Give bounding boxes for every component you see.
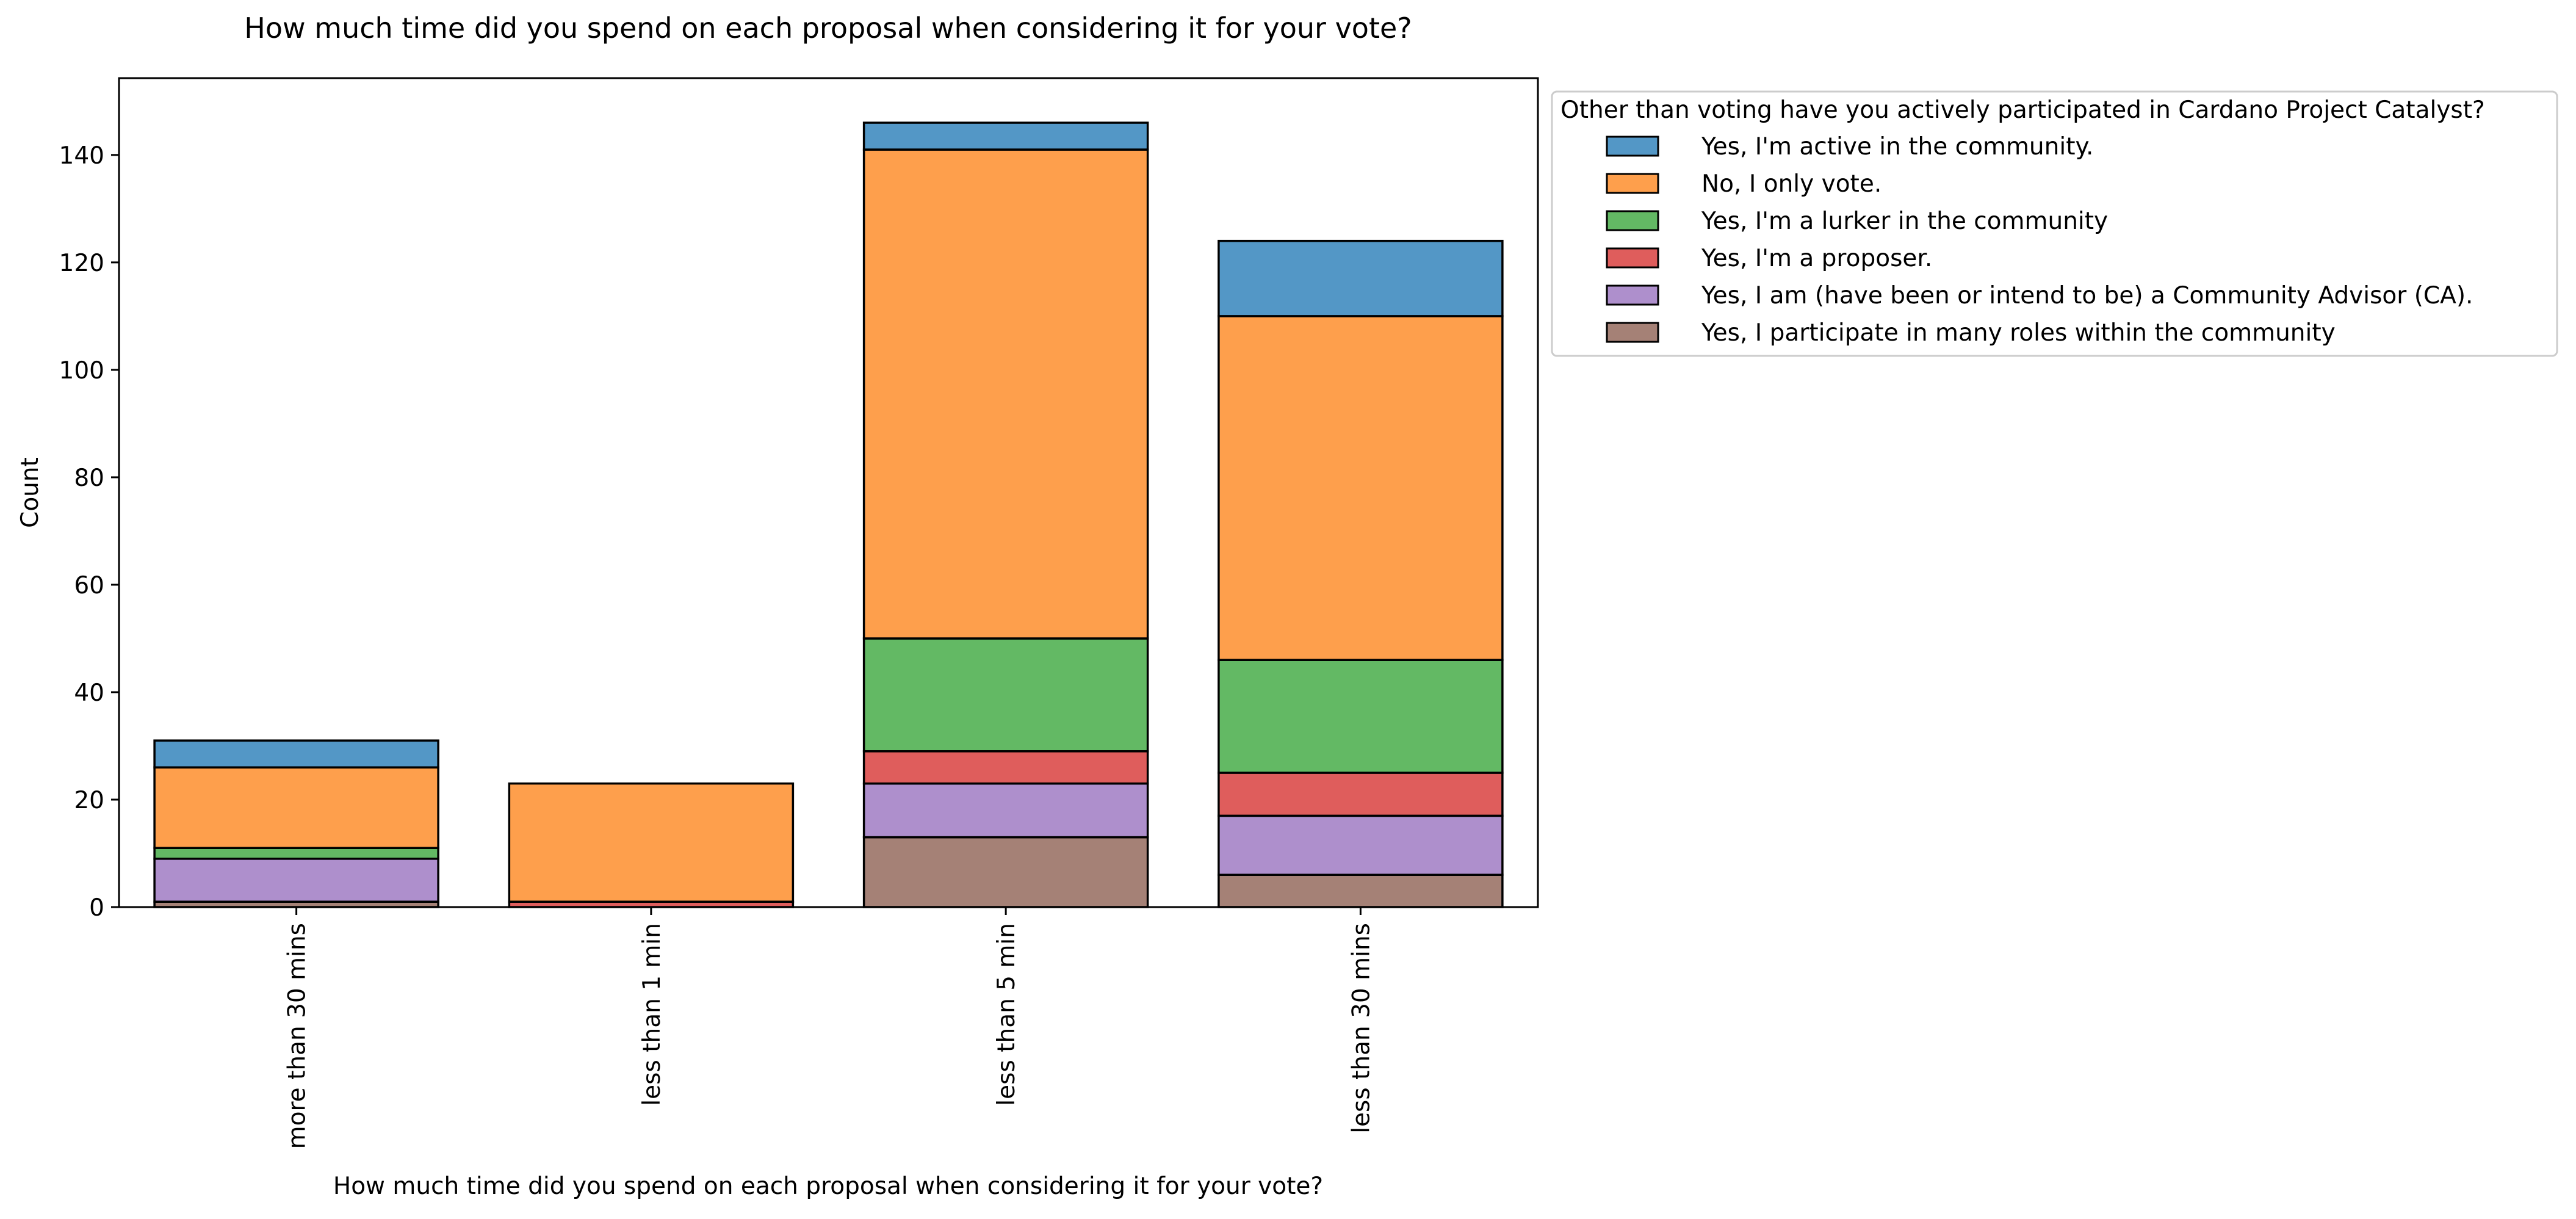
y-tick-label: 100 <box>59 357 104 385</box>
bar-less-than-1-min-no-i-only-vote <box>508 782 795 903</box>
y-tick-label: 0 <box>89 894 104 922</box>
legend-label: No, I only vote. <box>1701 170 1881 198</box>
y-tick-label: 60 <box>74 572 104 599</box>
bars-layer <box>153 121 1504 908</box>
legend-swatch-yes-i-m-active-in-the-community <box>1606 136 1659 157</box>
legend-swatch-yes-i-m-a-lurker-in-the-community <box>1606 210 1659 231</box>
legend-label: Yes, I'm a lurker in the community <box>1701 208 2108 235</box>
bar-less-than-5-min-yes-i-m-a-proposer <box>862 750 1149 785</box>
y-tick-label: 140 <box>59 142 104 170</box>
chart-title: How much time did you spend on each prop… <box>244 12 1412 45</box>
plot-frame <box>118 77 1539 908</box>
y-tick-label: 120 <box>59 250 104 277</box>
legend-swatch-no-i-only-vote <box>1606 173 1659 194</box>
bar-less-than-30-mins-yes-i-m-active-in-the-community <box>1218 239 1504 317</box>
bar-less-than-5-min-no-i-only-vote <box>862 148 1149 640</box>
bar-less-than-30-mins-yes-i-participate-in-many-roles-within-the-community <box>1218 874 1504 908</box>
bar-less-than-5-min-yes-i-m-active-in-the-community <box>862 121 1149 151</box>
legend-label: Yes, I am (have been or intend to be) a … <box>1701 282 2473 309</box>
legend-label: Yes, I'm a proposer. <box>1701 245 1932 272</box>
x-tick-label: less than 5 min <box>993 923 1020 1106</box>
bar-more-than-30-mins-yes-i-m-a-lurker-in-the-community <box>153 847 439 860</box>
y-tick-label: 20 <box>74 787 104 814</box>
legend-label: Yes, I participate in many roles within … <box>1701 319 2336 347</box>
legend-swatch-yes-i-am-have-been-or-intend-to-be-a-community-advisor-ca <box>1606 284 1659 306</box>
bar-more-than-30-mins-no-i-only-vote <box>153 766 439 849</box>
legend: Other than voting have you actively part… <box>1551 90 2558 357</box>
y-tick-label: 80 <box>74 465 104 492</box>
y-tick-label: 40 <box>74 679 104 707</box>
legend-box <box>1551 90 2558 357</box>
bar-less-than-30-mins-yes-i-m-a-lurker-in-the-community <box>1218 659 1504 774</box>
x-axis: more than 30 mins less than 1 min less tha… <box>284 907 1375 1149</box>
bar-less-than-5-min-yes-i-participate-in-many-roles-within-the-community <box>862 836 1149 908</box>
legend-swatch-yes-i-participate-in-many-roles-within-the-community <box>1606 322 1659 343</box>
bar-less-than-30-mins-no-i-only-vote <box>1218 315 1504 661</box>
bar-more-than-30-mins-yes-i-m-active-in-the-community <box>153 739 439 769</box>
legend-swatch-yes-i-m-a-proposer <box>1606 247 1659 269</box>
x-tick-label: less than 1 min <box>638 923 666 1106</box>
legend-title: Other than voting have you actively part… <box>1560 96 2485 124</box>
y-axis: 0 20 40 60 80 100 120 140 <box>59 142 119 922</box>
x-tick-label: less than 30 mins <box>1348 923 1375 1134</box>
legend-label: Yes, I'm active in the community. <box>1701 133 2093 161</box>
y-axis-label: Count <box>16 457 44 528</box>
bar-less-than-5-min-yes-i-am-have-been-or-intend-to-be-a-community-advisor-ca <box>862 782 1149 839</box>
bar-more-than-30-mins-yes-i-am-have-been-or-intend-to-be-a-community-advisor-ca <box>153 858 439 903</box>
bar-less-than-30-mins-yes-i-m-a-proposer <box>1218 772 1504 817</box>
x-axis-label: How much time did you spend on each prop… <box>333 1173 1323 1200</box>
x-tick-label: more than 30 mins <box>284 923 311 1149</box>
bar-less-than-30-mins-yes-i-am-have-been-or-intend-to-be-a-community-advisor-ca <box>1218 814 1504 876</box>
bar-less-than-5-min-yes-i-m-a-lurker-in-the-community <box>862 637 1149 753</box>
